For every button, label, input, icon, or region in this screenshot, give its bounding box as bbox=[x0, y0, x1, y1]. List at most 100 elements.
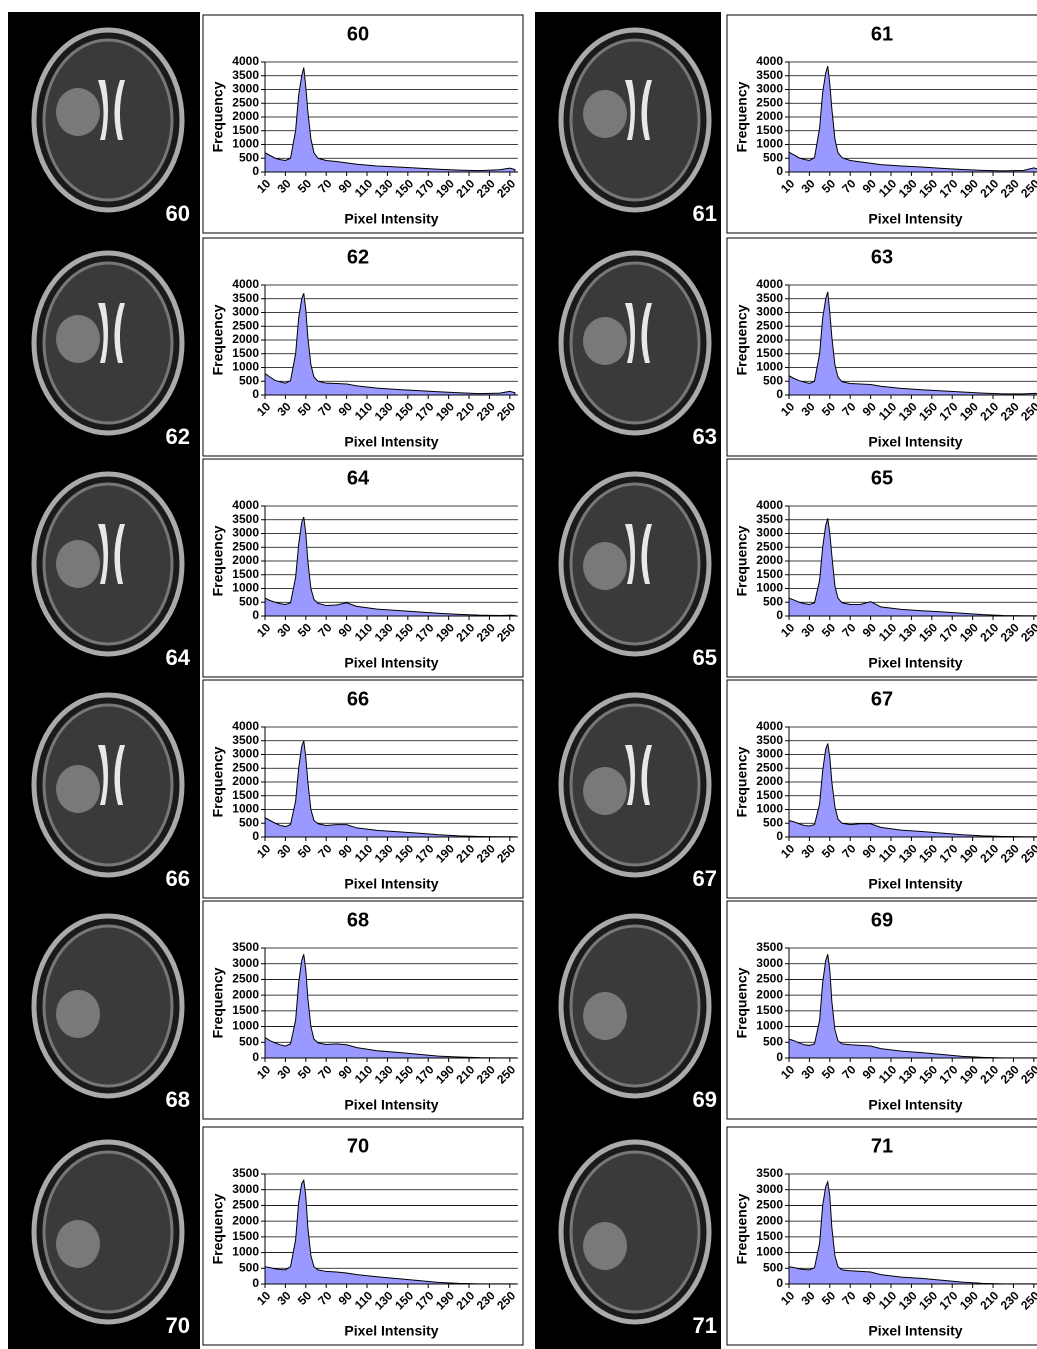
mri-ventricle bbox=[114, 303, 125, 363]
y-tick-label: 1000 bbox=[756, 1245, 783, 1259]
chart-title: 60 bbox=[347, 23, 369, 45]
mri-ventricle bbox=[98, 524, 108, 584]
y-tick-label: 1500 bbox=[756, 1229, 783, 1243]
y-tick-label: 1000 bbox=[756, 360, 783, 374]
image-label: 67 bbox=[693, 866, 717, 891]
y-tick-label: 2000 bbox=[756, 987, 783, 1001]
y-tick-label: 3000 bbox=[756, 1182, 783, 1196]
chart-title: 71 bbox=[871, 1135, 893, 1157]
y-tick-label: 3000 bbox=[232, 526, 259, 540]
mri-tumor bbox=[56, 765, 100, 813]
chart-title: 62 bbox=[347, 246, 369, 268]
y-tick-label: 3500 bbox=[232, 68, 259, 82]
chart-frame bbox=[202, 679, 524, 899]
image-label: 68 bbox=[166, 1087, 190, 1112]
y-tick-label: 3000 bbox=[756, 747, 783, 761]
mri-ventricle bbox=[98, 80, 108, 140]
image-label: 70 bbox=[166, 1313, 190, 1338]
y-axis-label: Frequency bbox=[734, 525, 750, 596]
y-tick-label: 3000 bbox=[232, 305, 259, 319]
y-tick-label: 4000 bbox=[756, 719, 783, 733]
y-tick-label: 0 bbox=[776, 1050, 783, 1064]
y-tick-label: 1500 bbox=[232, 123, 259, 137]
mri-brain bbox=[42, 703, 174, 867]
histogram-area bbox=[264, 516, 516, 617]
y-tick-label: 500 bbox=[239, 150, 259, 164]
chart-title: 65 bbox=[871, 467, 893, 489]
mri-ventricle bbox=[641, 80, 652, 140]
x-axis-label: Pixel Intensity bbox=[344, 655, 438, 671]
y-tick-label: 1000 bbox=[756, 581, 783, 595]
y-tick-label: 2500 bbox=[756, 972, 783, 986]
y-axis-label: Frequency bbox=[734, 81, 750, 152]
y-axis-label: Frequency bbox=[734, 967, 750, 1038]
mri-tumor bbox=[56, 1220, 100, 1268]
y-axis-label: Frequency bbox=[210, 525, 226, 596]
mri-tumor bbox=[583, 767, 627, 815]
chart-frame bbox=[726, 237, 1037, 457]
y-tick-label: 500 bbox=[763, 150, 783, 164]
image-label: 61 bbox=[693, 201, 717, 226]
chart-title: 66 bbox=[347, 688, 369, 710]
y-tick-label: 2500 bbox=[232, 318, 259, 332]
chart-title: 69 bbox=[871, 909, 893, 931]
y-tick-label: 2000 bbox=[232, 774, 259, 788]
chart-title: 68 bbox=[347, 909, 369, 931]
y-tick-label: 3000 bbox=[232, 956, 259, 970]
mri-brain bbox=[569, 703, 701, 867]
x-axis-label: Pixel Intensity bbox=[868, 1097, 962, 1113]
y-tick-label: 500 bbox=[763, 1260, 783, 1274]
mri-ventricle bbox=[98, 303, 108, 363]
y-tick-label: 2500 bbox=[232, 972, 259, 986]
y-axis-label: Frequency bbox=[734, 304, 750, 375]
x-axis-label: Pixel Intensity bbox=[868, 434, 962, 450]
mri-ventricle bbox=[641, 303, 652, 363]
y-tick-label: 1500 bbox=[756, 788, 783, 802]
y-tick-label: 500 bbox=[763, 373, 783, 387]
mri-brain bbox=[569, 261, 701, 425]
mri-strip bbox=[535, 12, 721, 1349]
mri-ventricle bbox=[625, 745, 635, 805]
mri-brain bbox=[42, 38, 174, 202]
image-label: 63 bbox=[693, 424, 717, 449]
y-tick-label: 1500 bbox=[756, 346, 783, 360]
y-tick-label: 0 bbox=[252, 387, 259, 401]
y-tick-label: 2000 bbox=[232, 987, 259, 1001]
y-axis-label: Frequency bbox=[210, 967, 226, 1038]
y-tick-label: 0 bbox=[776, 608, 783, 622]
image-label: 60 bbox=[166, 201, 190, 226]
y-tick-label: 4000 bbox=[756, 277, 783, 291]
chart-title: 64 bbox=[347, 467, 370, 489]
mri-tumor bbox=[583, 542, 627, 590]
y-tick-label: 4000 bbox=[756, 54, 783, 68]
mri-tumor bbox=[583, 90, 627, 138]
mri-ventricle bbox=[625, 524, 635, 584]
y-tick-label: 0 bbox=[252, 164, 259, 178]
mri-ventricle bbox=[114, 524, 125, 584]
y-tick-label: 2500 bbox=[756, 318, 783, 332]
y-tick-label: 2000 bbox=[756, 774, 783, 788]
image-label: 64 bbox=[166, 645, 191, 670]
mri-ventricle bbox=[98, 745, 108, 805]
y-tick-label: 500 bbox=[239, 373, 259, 387]
chart-frame bbox=[202, 1126, 524, 1346]
y-tick-label: 1500 bbox=[232, 788, 259, 802]
image-label: 69 bbox=[693, 1087, 717, 1112]
y-tick-label: 1500 bbox=[232, 1003, 259, 1017]
y-tick-label: 1000 bbox=[232, 581, 259, 595]
y-tick-label: 2500 bbox=[756, 539, 783, 553]
y-axis-label: Frequency bbox=[210, 81, 226, 152]
y-tick-label: 2000 bbox=[756, 332, 783, 346]
y-tick-label: 3500 bbox=[756, 291, 783, 305]
y-tick-label: 1000 bbox=[756, 802, 783, 816]
y-tick-label: 3000 bbox=[756, 82, 783, 96]
image-label: 65 bbox=[693, 645, 717, 670]
y-tick-label: 500 bbox=[239, 1034, 259, 1048]
chart-frame bbox=[202, 14, 524, 234]
mri-ventricle bbox=[625, 80, 635, 140]
y-tick-label: 3500 bbox=[756, 1166, 783, 1180]
y-tick-label: 0 bbox=[776, 164, 783, 178]
mri-tumor bbox=[56, 315, 100, 363]
mri-brain bbox=[42, 924, 174, 1088]
